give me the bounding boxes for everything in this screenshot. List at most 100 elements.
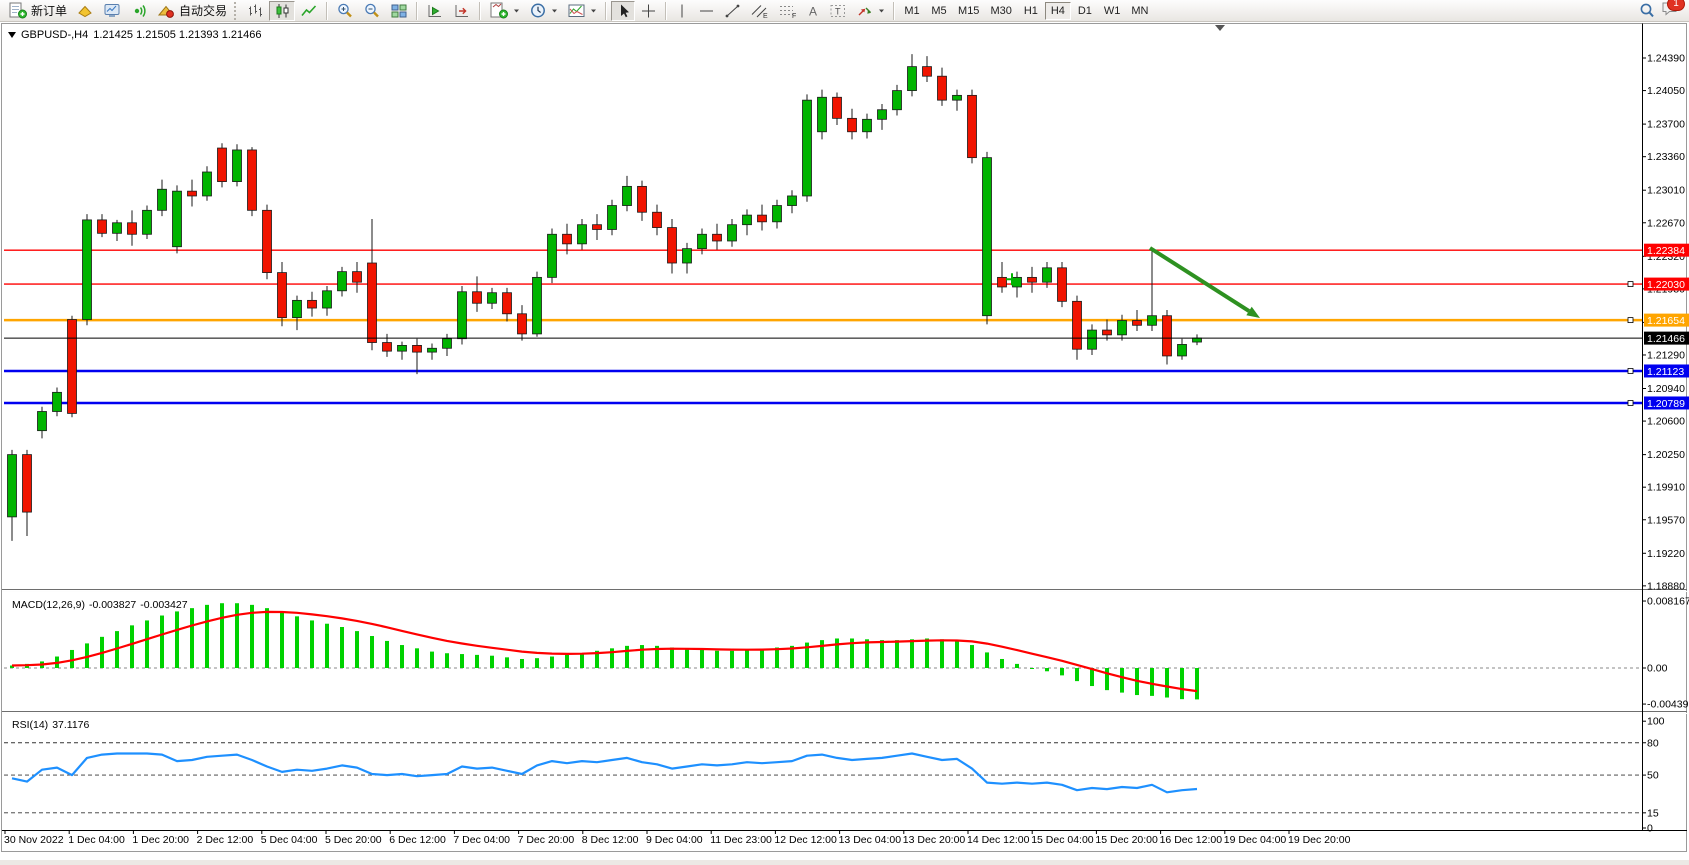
candle-bear [592,224,602,230]
new-order-button[interactable]: 新订单 [4,1,71,21]
candle-bear [352,271,362,283]
hline-price-tag-label: 1.22384 [1647,245,1685,257]
timeframe-M30[interactable]: M30 [985,2,1016,20]
hline-selection-handle[interactable] [1627,400,1634,406]
autotrade-label: 自动交易 [179,4,228,18]
macd-histogram-bar [835,638,839,668]
chart-shift-button[interactable] [449,1,475,21]
text-label-tool[interactable]: T [825,1,851,21]
candle-bear [967,94,977,159]
macd-histogram-bar [910,639,914,668]
candle-bull [607,205,617,230]
chart-symbol-label: GBPUSD-,H4 [21,29,89,41]
fibonacci-tool[interactable]: F [774,1,801,21]
macd-histogram-bar [1180,668,1184,700]
macd-value-signal: -0.003427 [140,599,188,611]
search-button[interactable] [1634,1,1660,21]
candlestick-chart-button[interactable] [269,0,296,21]
time-tick-label: 19 Dec 04:00 [1224,834,1287,846]
macd-histogram-bar [1075,668,1079,682]
price-tick-label: 1.22670 [1647,217,1685,229]
trend-arrow-head[interactable] [1246,306,1260,318]
candle-bull [1042,267,1052,283]
candle-bull [1087,329,1097,350]
arrows-tool[interactable] [852,1,889,21]
text-tool[interactable]: A [802,1,824,21]
trendline-tool[interactable] [720,1,745,21]
timeframe-M1[interactable]: M1 [899,2,925,20]
autotrade-button[interactable]: 自动交易 [153,1,231,21]
plus-marker-annotation[interactable] [1006,273,1018,286]
line-chart-button[interactable] [296,1,322,21]
time-tick-label: 13 Dec 20:00 [903,834,966,846]
periods-button[interactable] [525,1,562,21]
bar-chart-icon [246,3,264,19]
horizontal-line-tool[interactable] [694,1,719,21]
crosshair-icon [640,3,657,19]
crosshair-button[interactable] [636,1,661,21]
market-window-button[interactable] [99,1,125,21]
timeframe-M5[interactable]: M5 [926,2,952,20]
chat-button[interactable]: 1 [1661,0,1685,22]
hline-selection-handle[interactable] [1627,317,1634,324]
hline-price-tag [1644,396,1689,410]
chart-shift-marker[interactable] [1215,25,1225,31]
timeframe-W1[interactable]: W1 [1099,2,1126,20]
timeframe-H1[interactable]: H1 [1018,2,1044,20]
autotrade-icon [157,3,176,19]
macd-histogram-bar [790,645,794,668]
template-button[interactable] [563,1,601,21]
candle-bull [112,222,122,234]
macd-label: MACD(12,26,9) -0.003827 -0.003427 [12,599,192,611]
macd-histogram-bar [610,648,614,668]
candle-bear [502,292,512,315]
candle-bull [742,214,752,226]
timeframe-M15[interactable]: M15 [953,2,984,20]
bar-chart-button[interactable] [242,1,268,21]
candle-bull [697,233,707,250]
chevron-down-icon [551,8,558,14]
tile-windows-button[interactable] [386,1,412,21]
zoom-out-button[interactable] [359,1,385,21]
candle-bull [877,109,887,120]
macd-histogram-bar [355,631,359,668]
svg-text:E: E [763,13,768,19]
trend-arrow-line[interactable] [1148,246,1251,313]
timeframe-H4[interactable]: H4 [1044,1,1071,20]
profiles-button[interactable] [72,1,98,21]
signals-button[interactable] [126,1,152,21]
collapse-triangle-icon[interactable] [8,32,16,38]
macd-histogram-bar [445,653,449,668]
rsi-line [11,752,1198,794]
time-tick-label: 13 Dec 04:00 [839,834,902,846]
macd-histogram-bar [160,615,164,668]
label-tool-icon: T [829,3,847,19]
timeframe-D1[interactable]: D1 [1072,2,1098,20]
candle-bear [382,342,392,352]
macd-histogram-bar [1015,663,1019,668]
hline-price-tag-label: 1.21123 [1647,366,1684,378]
candle-bull [772,205,782,223]
svg-text:F: F [792,13,796,19]
macd-histogram-bar [250,604,254,668]
candle-bear [97,219,107,234]
candle-bear [637,185,647,213]
notification-badge: 1 [1667,0,1685,11]
candle-bull [292,299,302,319]
hline-selection-handle[interactable] [1627,281,1634,287]
candle-bull [577,224,587,245]
trendline-icon [724,3,741,19]
chart-canvas[interactable]: 1.24390 1.24050 1.23700 1.23360 1.23010 1.226… [0,22,1689,860]
auto-scroll-button[interactable] [422,1,448,21]
channel-tool[interactable]: E [746,1,773,21]
zoom-in-button[interactable] [332,1,358,21]
macd-histogram-bar [1090,668,1094,687]
timeframe-MN[interactable]: MN [1126,2,1153,20]
toolbar-separator [416,1,419,20]
cursor-button[interactable] [611,0,636,21]
hline-selection-handle[interactable] [1627,368,1634,374]
vertical-line-tool[interactable] [671,1,693,21]
macd-histogram-bar [925,638,929,668]
indicators-button[interactable] [485,1,524,21]
candle-bear [1072,300,1082,350]
